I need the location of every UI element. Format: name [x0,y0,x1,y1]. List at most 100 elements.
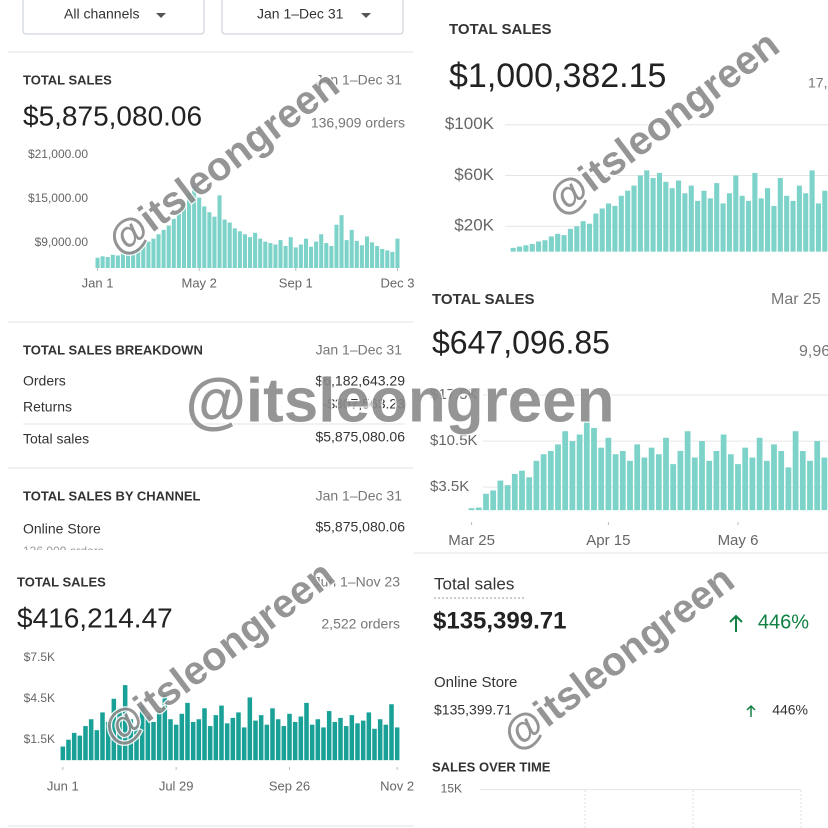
bar [619,450,626,511]
total: $5,875,080.06 [23,100,202,131]
bar [727,454,734,511]
bar [156,234,161,268]
bar [390,251,395,268]
bar [663,181,669,252]
bar [796,185,802,252]
y-tick-label: $10.5K [430,432,478,449]
bar [567,228,573,252]
bar [181,202,186,268]
bar [763,460,770,511]
bar [264,724,270,761]
bar [516,246,523,252]
bar [151,721,156,761]
bar [814,441,821,511]
x-tick-label: Apr 15 [586,532,630,549]
date-range: Mar 25 [771,291,821,308]
channel-total: $135,399.71 [434,702,512,718]
bar [207,212,212,268]
bar [714,183,720,252]
bar [799,450,806,511]
bar [105,256,110,268]
bar [606,203,612,252]
bar [510,247,516,252]
row-label: Orders [23,373,66,389]
bar [389,704,394,761]
bar [533,460,540,511]
card-title: Total sales [434,574,514,593]
bar [126,251,131,268]
y-tick-label: $15,000.00 [28,191,88,205]
bar [591,427,597,511]
bar [655,454,662,511]
bar [372,728,377,761]
bar [304,702,309,761]
bar [370,242,375,268]
bar [105,721,111,761]
orders: 17, [808,75,827,91]
y-tick-label: $60K [454,165,494,184]
card-title: TOTAL SALES [17,574,106,589]
bar [540,454,547,511]
bar [162,694,168,761]
bar [222,219,227,268]
bar [749,457,756,511]
charts: $9,000.00 $15,000.00 $21,000.00 Jan 1 May 2 S… [24,114,828,796]
card-title: TOTAL SALES [23,72,112,87]
x-tick-label: Jun 1 [47,778,79,793]
x-tick-label: May 2 [182,275,217,290]
bar [809,170,815,252]
bar [631,185,637,252]
bar [292,721,298,761]
bar [475,507,482,511]
y-tick-label: $20K [454,216,494,235]
channel-filter[interactable] [22,0,205,35]
bar [242,234,247,268]
bar [688,185,694,252]
bar [151,238,156,268]
bar [739,195,745,252]
bar [637,175,643,252]
bar [288,237,293,268]
bar [110,254,115,268]
bar [192,185,197,268]
y-tick-label: $21,000.00 [28,147,88,161]
bar [395,238,400,268]
bar [821,457,828,511]
bar [349,229,354,268]
bar [298,244,303,268]
x-tick-label: May 6 [718,532,759,549]
bar [758,198,764,252]
bar [247,697,253,761]
date-range: Jun 1–Nov 23 [314,574,401,590]
bar [273,244,278,268]
bar [383,724,389,761]
bar [752,172,758,252]
bar [139,705,145,761]
bar [171,218,176,268]
bar [720,434,727,511]
row-label: Returns [23,399,72,415]
bar [670,464,677,511]
bar [574,226,580,252]
bar [483,493,489,511]
bar [134,726,139,761]
bar [656,172,663,252]
bar [625,190,631,252]
bar [253,720,258,761]
bar [359,245,364,268]
card-title: TOTAL SALES BREAKDOWN [23,342,203,357]
filter-label: Jan 1–Dec 31 [257,6,344,22]
total: $1,000,382.15 [449,57,666,95]
bar [168,719,173,761]
bar [733,175,739,252]
bar [677,450,684,511]
total: $416,214.47 [17,602,173,633]
bar [268,243,273,268]
date-filter[interactable] [221,0,404,35]
bar [227,222,232,268]
bar [701,190,707,252]
bar [542,240,548,252]
bar [490,490,497,511]
bar [497,480,504,511]
